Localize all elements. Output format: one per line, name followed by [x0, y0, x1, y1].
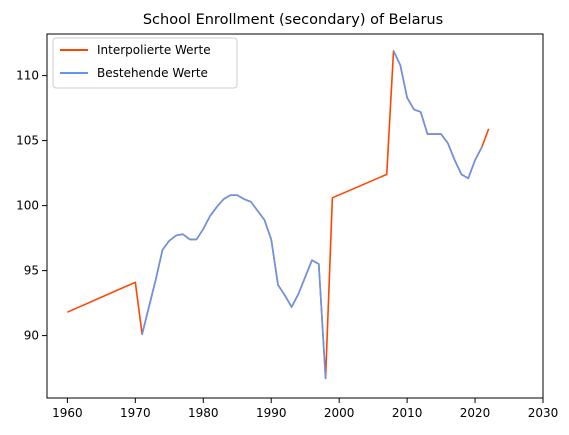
y-tick-label: 100: [16, 199, 39, 213]
y-tick-label: 95: [24, 264, 39, 278]
x-axis: 1960 1970 1980 1990 2000 2010 2020 2030: [52, 398, 558, 420]
legend-label-interpolated: Interpolierte Werte: [97, 43, 211, 57]
y-tick-label: 105: [16, 134, 39, 148]
x-tick-label: 1980: [188, 406, 219, 420]
x-tick-label: 1960: [52, 406, 83, 420]
x-tick-label: 2030: [528, 406, 559, 420]
plot-area: [47, 34, 543, 398]
x-tick-label: 1970: [120, 406, 151, 420]
y-tick-label: 90: [24, 329, 39, 343]
series-line-existing: [141, 194, 327, 379]
plot-frame: [46, 33, 544, 399]
chart-title: School Enrollment (secondary) of Belarus: [143, 12, 443, 28]
x-tick-label: 2020: [460, 406, 491, 420]
legend-label-existing: Bestehende Werte: [97, 66, 208, 80]
x-tick-label: 1990: [256, 406, 287, 420]
x-tick-label: 2000: [324, 406, 355, 420]
x-tick-label: 2010: [392, 406, 423, 420]
series-line-existing: [392, 50, 483, 180]
legend: Interpolierte Werte Bestehende Werte: [52, 37, 238, 89]
y-axis: 90 95 100 105 110: [16, 69, 47, 343]
y-tick-label: 110: [16, 69, 39, 83]
series-layer: [67, 50, 490, 380]
legend-box: [52, 37, 238, 89]
